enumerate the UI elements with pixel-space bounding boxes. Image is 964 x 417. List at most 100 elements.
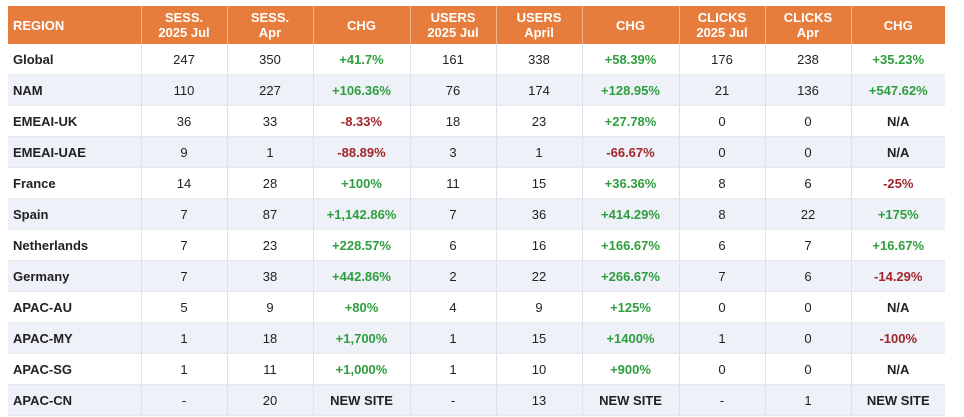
- cell-clicks-apr: 238: [765, 44, 852, 75]
- cell-users-apr: 338: [496, 44, 583, 75]
- cell-sess-jul: 7: [141, 229, 228, 261]
- cell-sess-apr: 18: [227, 322, 314, 354]
- table-row: Netherlands 7 23 +228.57% 6 16 +166.67% 6 7 +16.6…: [8, 229, 945, 261]
- column-header-sublabel: 2025 Jul: [696, 25, 748, 40]
- cell-users-jul: 2: [410, 260, 497, 292]
- cell-users-apr: 23: [496, 105, 583, 137]
- cell-sess-chg: +1,142.86%: [313, 198, 411, 230]
- cell-clicks-apr: 6: [765, 167, 852, 199]
- table-row: France 14 28 +100% 11 15 +36.36% 8 6 -25%: [8, 167, 945, 199]
- cell-users-apr: 10: [496, 353, 583, 385]
- cell-users-jul: 161: [410, 44, 497, 75]
- cell-sess-apr: 20: [227, 384, 314, 416]
- table-row: EMEAI-UK 36 33 -8.33% 18 23 +27.78% 0 0 N/A: [8, 105, 945, 137]
- cell-sess-apr: 227: [227, 74, 314, 106]
- cell-users-chg: -66.67%: [582, 136, 680, 168]
- column-header-sess-jul: SESS. 2025 Jul: [141, 6, 228, 44]
- cell-sess-jul: 1: [141, 353, 228, 385]
- cell-sess-chg: -88.89%: [313, 136, 411, 168]
- table-row: APAC-CN -20 NEW SITE -13 NEW SITE -1 NEW SITE: [8, 384, 945, 416]
- cell-sess-apr: 33: [227, 105, 314, 137]
- column-header-sublabel: 2025 Jul: [427, 25, 479, 40]
- cell-sess-apr: 28: [227, 167, 314, 199]
- cell-sess-chg: -8.33%: [313, 105, 411, 137]
- column-header-label: CHG: [883, 17, 913, 33]
- cell-sess-chg: +100%: [313, 167, 411, 199]
- cell-region: APAC-AU: [8, 291, 142, 323]
- cell-clicks-apr: 7: [765, 229, 852, 261]
- cell-sess-chg: +1,700%: [313, 322, 411, 354]
- column-header-sublabel: 2025 Jul: [158, 25, 210, 40]
- cell-clicks-apr: 136: [765, 74, 852, 106]
- cell-sess-apr: 38: [227, 260, 314, 292]
- cell-sess-apr: 9: [227, 291, 314, 323]
- cell-clicks-chg: -14.29%: [851, 260, 945, 292]
- cell-clicks-apr: 0: [765, 291, 852, 323]
- cell-clicks-jul: 0: [679, 291, 766, 323]
- column-header-label: REGION: [13, 17, 65, 33]
- column-header-region: REGION: [8, 6, 142, 44]
- column-header-sublabel: Apr: [796, 25, 820, 40]
- cell-users-jul: 6: [410, 229, 497, 261]
- regional-metrics-table: REGION SESS. 2025 Jul SESS. Apr CHG USERS 2025 …: [8, 6, 945, 416]
- cell-clicks-apr: 0: [765, 322, 852, 354]
- cell-clicks-chg: NEW SITE: [851, 384, 945, 416]
- column-header-label: CLICKS: [783, 10, 833, 25]
- cell-users-chg: +900%: [582, 353, 680, 385]
- cell-sess-apr: 11: [227, 353, 314, 385]
- cell-clicks-apr: 1: [765, 384, 852, 416]
- cell-region: NAM: [8, 74, 142, 106]
- column-header-clicks-chg: CHG: [851, 6, 945, 44]
- cell-clicks-jul: 21: [679, 74, 766, 106]
- cell-region: Global: [8, 44, 142, 75]
- cell-region: Spain: [8, 198, 142, 230]
- cell-region: APAC-CN: [8, 384, 142, 416]
- cell-sess-apr: 1: [227, 136, 314, 168]
- column-header-label: USERS: [430, 10, 476, 25]
- cell-sess-chg: +1,000%: [313, 353, 411, 385]
- cell-sess-jul: 5: [141, 291, 228, 323]
- table-row: Global 247 350 +41.7% 161 338 +58.39% 176 238 +35…: [8, 44, 945, 75]
- cell-clicks-chg: -100%: [851, 322, 945, 354]
- cell-clicks-jul: 8: [679, 167, 766, 199]
- cell-sess-jul: -: [141, 384, 228, 416]
- cell-region: Germany: [8, 260, 142, 292]
- cell-users-apr: 13: [496, 384, 583, 416]
- cell-clicks-jul: 6: [679, 229, 766, 261]
- column-header-label: USERS: [516, 10, 562, 25]
- cell-clicks-jul: 7: [679, 260, 766, 292]
- cell-sess-chg: +106.36%: [313, 74, 411, 106]
- cell-users-jul: 18: [410, 105, 497, 137]
- column-header-label: SESS.: [164, 10, 204, 25]
- table-row: APAC-SG 1 11 +1,000% 1 10 +900% 0 0 N/A: [8, 353, 945, 385]
- cell-clicks-jul: -: [679, 384, 766, 416]
- cell-region: Netherlands: [8, 229, 142, 261]
- cell-clicks-jul: 0: [679, 136, 766, 168]
- cell-users-jul: -: [410, 384, 497, 416]
- cell-clicks-chg: N/A: [851, 136, 945, 168]
- cell-clicks-apr: 22: [765, 198, 852, 230]
- cell-users-chg: +266.67%: [582, 260, 680, 292]
- cell-clicks-jul: 1: [679, 322, 766, 354]
- cell-users-jul: 76: [410, 74, 497, 106]
- cell-users-jul: 4: [410, 291, 497, 323]
- cell-users-chg: +36.36%: [582, 167, 680, 199]
- table-header-row: REGION SESS. 2025 Jul SESS. Apr CHG USERS 2025 …: [8, 6, 945, 44]
- cell-sess-jul: 110: [141, 74, 228, 106]
- column-header-sublabel: Apr: [258, 25, 282, 40]
- cell-clicks-chg: +35.23%: [851, 44, 945, 75]
- column-header-users-jul: USERS 2025 Jul: [410, 6, 497, 44]
- cell-users-jul: 1: [410, 322, 497, 354]
- cell-clicks-apr: 0: [765, 353, 852, 385]
- cell-clicks-chg: +16.67%: [851, 229, 945, 261]
- cell-sess-apr: 87: [227, 198, 314, 230]
- table-row: EMEAI-UAE 9 1 -88.89% 3 1 -66.67% 0 0 N/A: [8, 136, 945, 168]
- table-row: APAC-AU 5 9 +80% 4 9 +125% 0 0 N/A: [8, 291, 945, 323]
- cell-clicks-chg: +175%: [851, 198, 945, 230]
- cell-sess-chg: +80%: [313, 291, 411, 323]
- column-header-label: CHG: [347, 17, 376, 33]
- table-row: APAC-MY 1 18 +1,700% 1 15 +1400% 1 0 -100%: [8, 322, 945, 354]
- cell-sess-jul: 247: [141, 44, 228, 75]
- cell-users-chg: +128.95%: [582, 74, 680, 106]
- cell-users-jul: 3: [410, 136, 497, 168]
